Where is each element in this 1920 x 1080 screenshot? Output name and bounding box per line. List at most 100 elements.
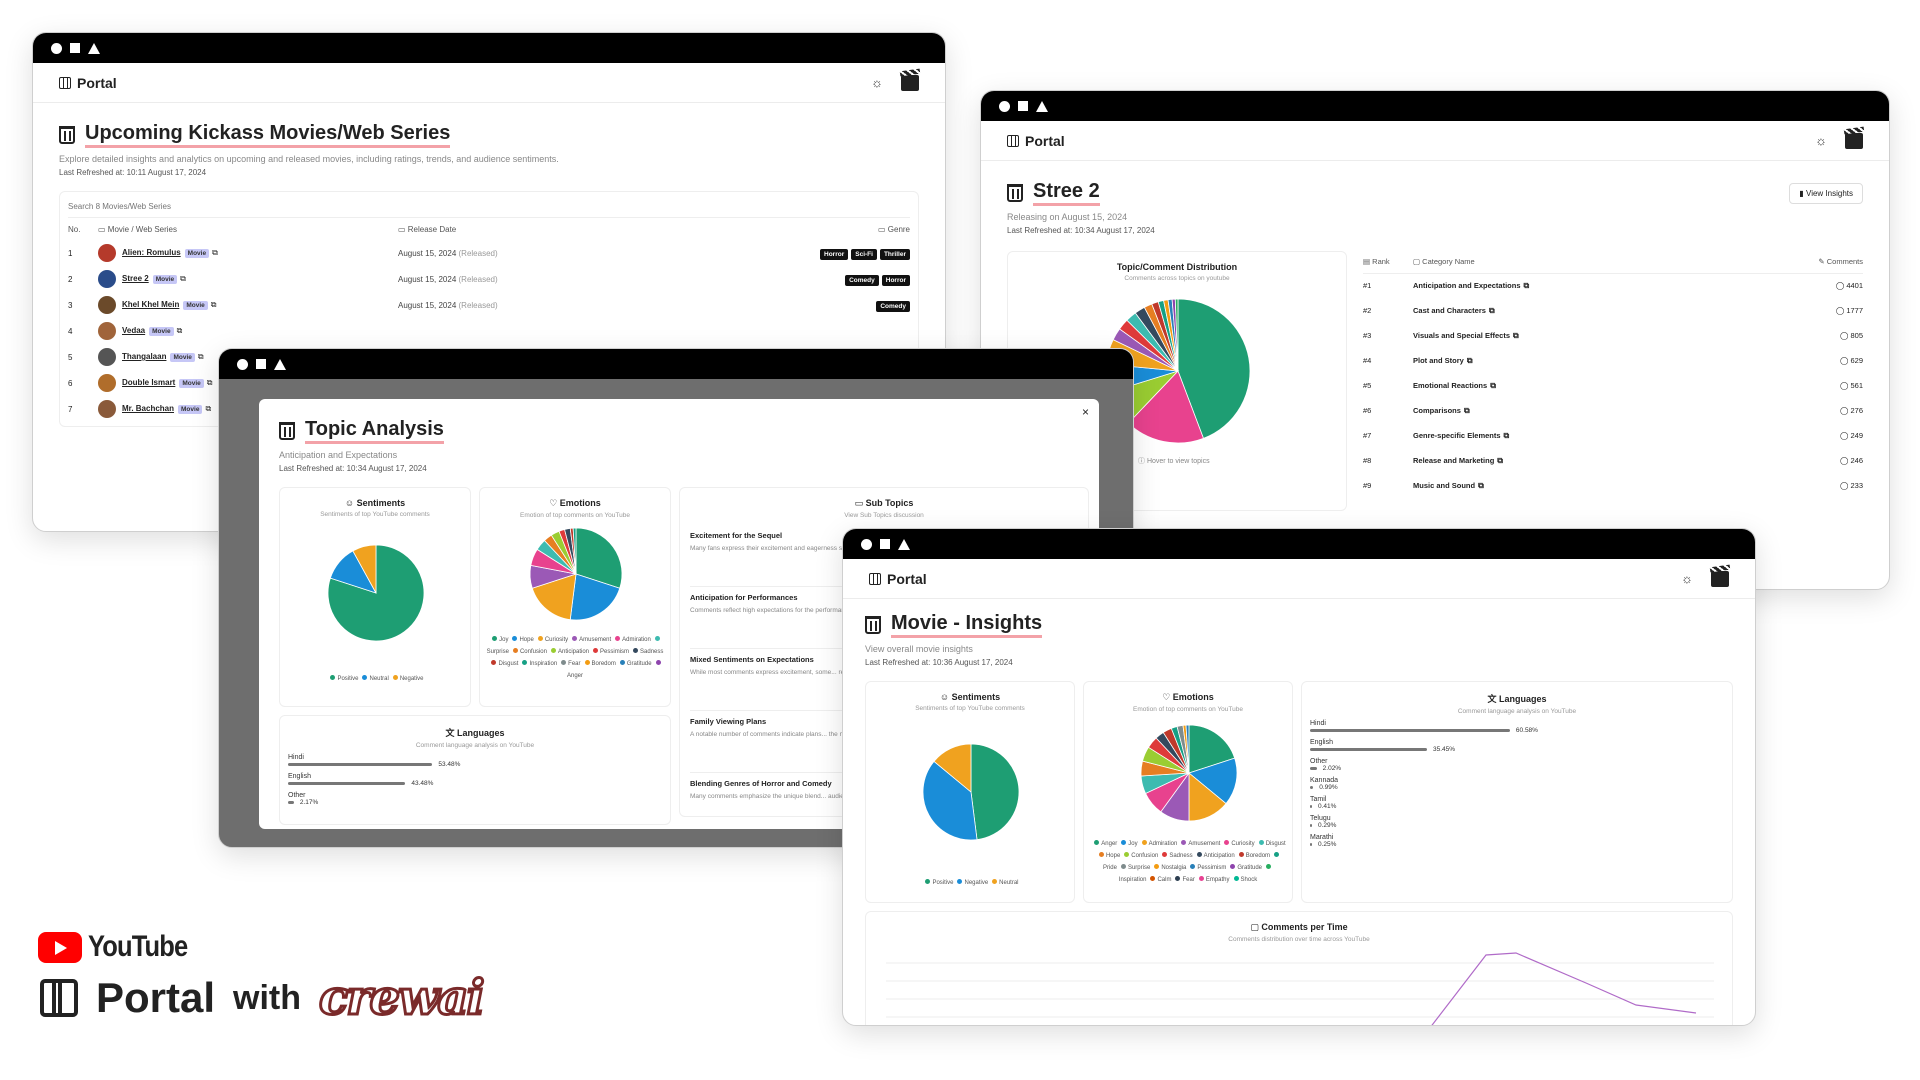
clapperboard-icon[interactable] xyxy=(901,74,919,91)
col-category: ▢ Category Name xyxy=(1413,257,1475,267)
row-number: 6 xyxy=(68,378,73,388)
language-name: Other xyxy=(1310,758,1328,765)
external-link-icon[interactable]: ⧉ xyxy=(1466,355,1473,365)
category-row[interactable]: #2 Cast and Characters ⧉ ◯ 1777 xyxy=(1363,298,1863,323)
sun-icon[interactable]: ☼ xyxy=(1681,571,1693,586)
sentiment-pie[interactable] xyxy=(280,518,472,668)
legend-item: Curiosity xyxy=(1220,840,1255,847)
languages-subtitle: Comment language analysis on YouTube xyxy=(415,742,535,749)
app-header: Portal ☼ xyxy=(843,559,1755,599)
pie-slice[interactable] xyxy=(1185,724,1190,774)
brand[interactable]: Portal xyxy=(59,75,117,91)
release-date: Releasing on August 15, 2024 xyxy=(1007,212,1128,222)
category-table: ▤ Rank ▢ Category Name ✎ Comments #1 Ant… xyxy=(1363,251,1863,498)
emotion-pie[interactable] xyxy=(480,519,672,629)
emotions-title: ♡ Emotions xyxy=(549,498,601,508)
pie-slice[interactable] xyxy=(970,743,1020,841)
view-insights-button[interactable]: ▮ View Insights xyxy=(1789,183,1863,204)
sun-icon[interactable]: ☼ xyxy=(871,75,883,90)
table-row[interactable]: 1 Alien: Romulus Movie ⧉ August 15, 2024 (… xyxy=(68,240,910,266)
brand[interactable]: Portal xyxy=(1007,133,1065,149)
sentiment-pie[interactable] xyxy=(866,712,1076,872)
comments-time-chart[interactable] xyxy=(866,943,1734,1026)
pie-slice[interactable] xyxy=(572,527,577,575)
language-row: English 35.45% xyxy=(1310,739,1724,753)
movie-link[interactable]: Alien: Romulus xyxy=(122,248,181,258)
movie-link[interactable]: Vedaa xyxy=(122,326,146,336)
external-link-icon[interactable]: ⧉ xyxy=(210,300,217,310)
movie-link[interactable]: Khel Khel Mein xyxy=(122,300,180,310)
external-link-icon[interactable]: ⧉ xyxy=(1488,305,1495,315)
emotions-card: ♡ Emotions Emotion of top comments on Yo… xyxy=(479,487,671,707)
pie-slice[interactable] xyxy=(575,527,623,589)
language-bar xyxy=(1310,823,1312,827)
topic-modal: × Topic Analysis Anticipation and Expect… xyxy=(259,399,1099,829)
topic-pie[interactable] xyxy=(1008,286,1348,456)
sun-icon[interactable]: ☼ xyxy=(1815,133,1827,148)
category-row[interactable]: #9 Music and Sound ⧉ ◯ 233 xyxy=(1363,473,1863,498)
legend-item: Disgust xyxy=(1255,840,1286,847)
category-row[interactable]: #1 Anticipation and Expectations ⧉ ◯ 4401 xyxy=(1363,273,1863,298)
emotion-pie[interactable] xyxy=(1084,713,1294,833)
table-row[interactable]: 7 Mr. Bachchan Movie ⧉ xyxy=(68,396,910,422)
category-row[interactable]: #4 Plot and Story ⧉ ◯ 629 xyxy=(1363,348,1863,373)
sentiments-title: ☺ Sentiments xyxy=(344,498,406,508)
external-link-icon[interactable]: ⧉ xyxy=(1503,430,1510,440)
legend-item: Sadness xyxy=(629,648,663,655)
category-row[interactable]: #8 Release and Marketing ⧉ ◯ 246 xyxy=(1363,448,1863,473)
movie-link[interactable]: Thangalaan xyxy=(122,352,167,362)
external-link-icon[interactable]: ⧉ xyxy=(206,378,213,388)
popcorn-icon xyxy=(279,421,295,440)
language-name: Hindi xyxy=(288,754,304,761)
pie-slice[interactable] xyxy=(1188,757,1238,805)
clapperboard-icon[interactable] xyxy=(1711,570,1729,587)
sentiments-card: ☺ Sentiments Sentiments of top YouTube c… xyxy=(279,487,471,707)
category-row[interactable]: #7 Genre-specific Elements ⧉ ◯ 249 xyxy=(1363,423,1863,448)
clapperboard-icon[interactable] xyxy=(1845,132,1863,149)
table-row[interactable]: 5 Thangalaan Movie ⧉ xyxy=(68,344,910,370)
titlebar xyxy=(843,529,1755,559)
external-link-icon[interactable]: ⧉ xyxy=(1463,405,1470,415)
pie-slice[interactable] xyxy=(531,573,577,621)
external-link-icon[interactable]: ⧉ xyxy=(180,274,186,284)
table-row[interactable]: 6 Double Ismart Movie ⧉ xyxy=(68,370,910,396)
external-link-icon[interactable]: ⧉ xyxy=(1478,480,1484,490)
movie-link[interactable]: Stree 2 xyxy=(122,274,149,284)
external-link-icon[interactable]: ⧉ xyxy=(197,352,204,362)
comment-count: 249 xyxy=(1850,431,1863,440)
release-status: (Released) xyxy=(458,248,498,258)
comments-line[interactable] xyxy=(1426,952,1697,1026)
movie-link[interactable]: Mr. Bachchan xyxy=(122,404,175,414)
pie-slice[interactable] xyxy=(922,760,978,841)
movie-link[interactable]: Double Ismart xyxy=(122,378,176,388)
external-link-icon[interactable]: ⧉ xyxy=(1523,280,1530,290)
external-link-icon[interactable]: ⧉ xyxy=(205,404,212,414)
page-title: Movie - Insights xyxy=(865,611,1733,638)
legend-item: Empathy xyxy=(1195,876,1230,883)
pie-slice[interactable] xyxy=(1177,298,1251,439)
pie-slice[interactable] xyxy=(352,544,377,594)
release-date: August 15, 2024 xyxy=(398,300,457,310)
search-input[interactable] xyxy=(68,196,910,218)
subtopic-item[interactable]: Blending Genres of Horror and Comedy Many… xyxy=(690,773,1078,816)
brand[interactable]: Portal xyxy=(869,571,927,587)
external-link-icon[interactable]: ⧉ xyxy=(212,248,218,258)
external-link-icon[interactable]: ⧉ xyxy=(1490,380,1496,390)
pie-slice[interactable] xyxy=(569,573,621,621)
pie-slice[interactable] xyxy=(933,743,972,793)
external-link-icon[interactable]: ⧉ xyxy=(176,326,183,336)
language-bar xyxy=(1310,766,1317,770)
close-icon[interactable]: × xyxy=(1081,405,1089,419)
external-link-icon[interactable]: ⧉ xyxy=(1497,455,1503,465)
category-row[interactable]: #5 Emotional Reactions ⧉ ◯ 561 xyxy=(1363,373,1863,398)
table-row[interactable]: 2 Stree 2 Movie ⧉ August 15, 2024 (Release… xyxy=(68,266,910,292)
table-row[interactable]: 4 Vedaa Movie ⧉ xyxy=(68,318,910,344)
category-row[interactable]: #6 Comparisons ⧉ ◯ 276 xyxy=(1363,398,1863,423)
rank: #7 xyxy=(1363,431,1372,440)
pie-slice[interactable] xyxy=(1174,298,1179,372)
table-row[interactable]: 3 Khel Khel Mein Movie ⧉ August 15, 2024 (… xyxy=(68,292,910,318)
pie-slice[interactable] xyxy=(1188,724,1236,774)
language-name: Other xyxy=(288,792,306,799)
external-link-icon[interactable]: ⧉ xyxy=(1513,330,1519,340)
category-row[interactable]: #3 Visuals and Special Effects ⧉ ◯ 805 xyxy=(1363,323,1863,348)
